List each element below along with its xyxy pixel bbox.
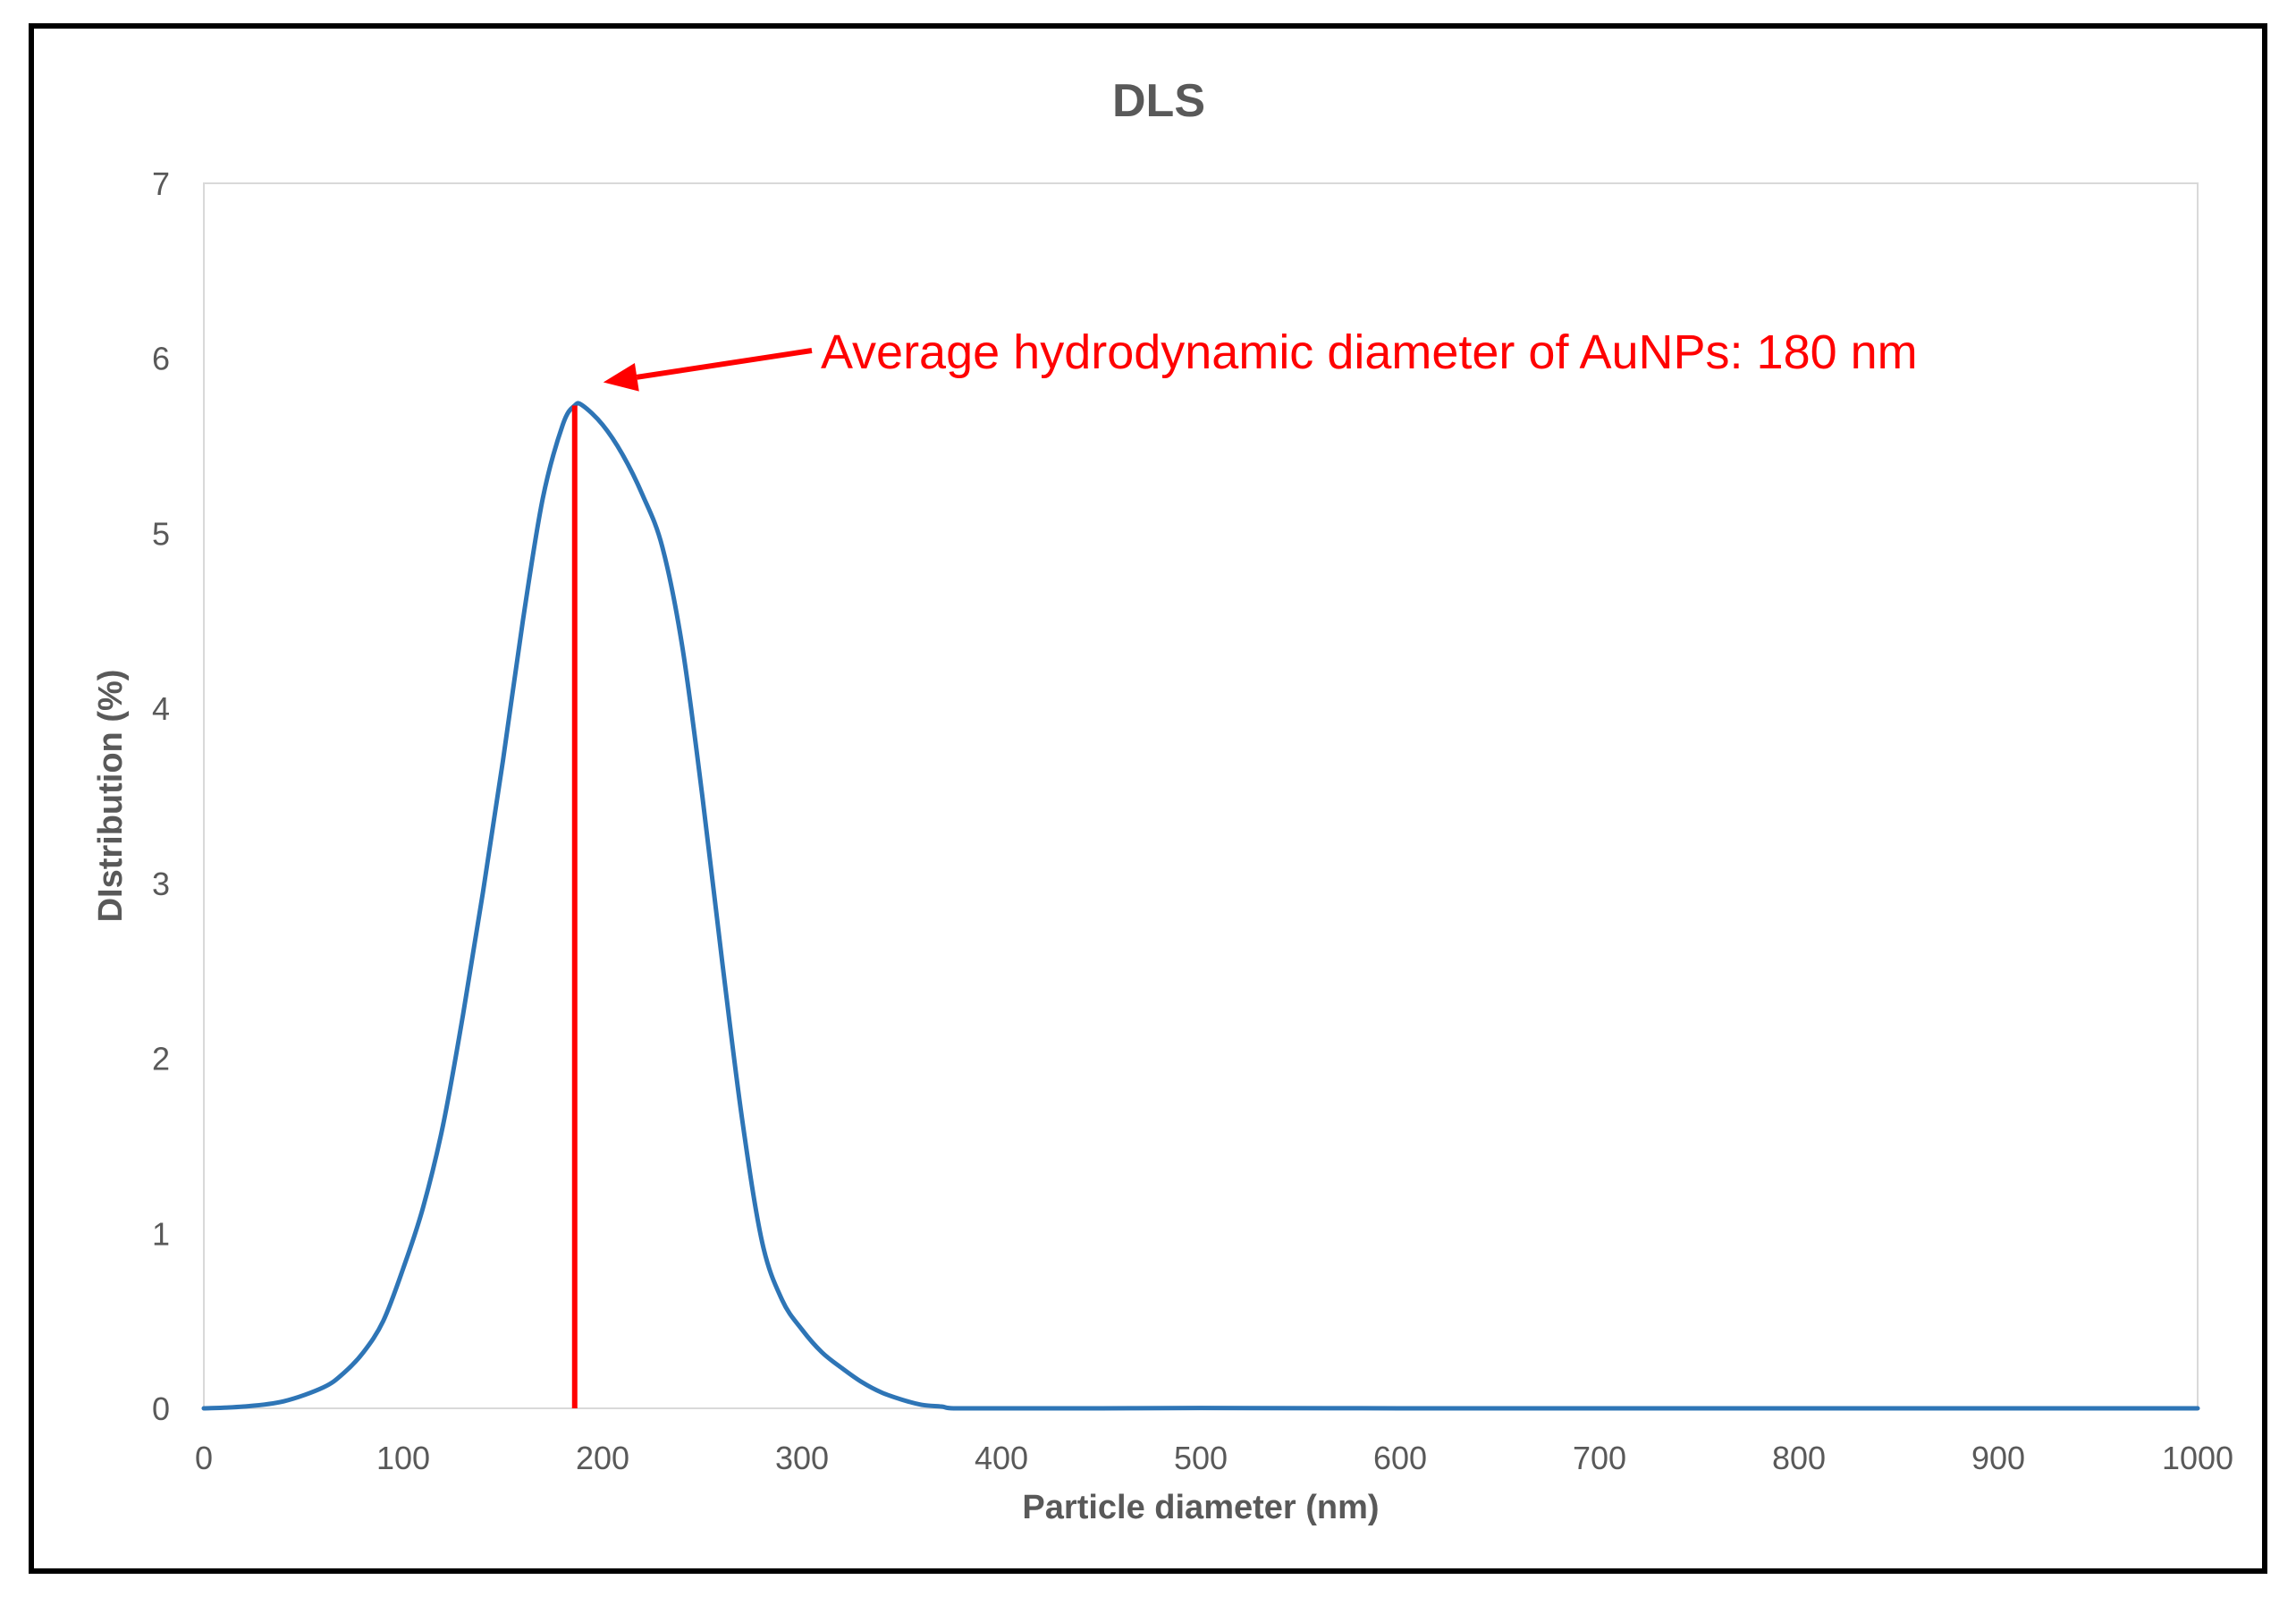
- y-tick-label: 2: [152, 1041, 170, 1077]
- y-tick-label: 0: [152, 1390, 170, 1427]
- x-tick-label: 100: [376, 1440, 430, 1476]
- distribution-curve: [201, 401, 2200, 1411]
- x-tick-label: 200: [576, 1440, 629, 1476]
- x-tick-label: 1000: [2162, 1440, 2233, 1476]
- x-tick-label: 900: [1971, 1440, 2025, 1476]
- chart-title: DLS: [1112, 75, 1205, 127]
- y-tick-label: 1: [152, 1215, 170, 1252]
- annotation-arrow-head: [603, 363, 639, 392]
- annotation-label: Average hydrodynamic diameter of AuNPs: …: [821, 325, 1918, 379]
- y-tick-label: 7: [152, 165, 170, 202]
- x-tick-label: 400: [975, 1440, 1028, 1476]
- x-tick-label: 700: [1573, 1440, 1626, 1476]
- y-axis-label: DIstribution (%): [92, 670, 130, 923]
- x-tick-label: 600: [1373, 1440, 1427, 1476]
- y-tick-labels: 0 1 2 3 4 5 6 7: [152, 165, 170, 1427]
- y-tick-label: 6: [152, 341, 170, 377]
- y-tick-label: 4: [152, 690, 170, 727]
- x-tick-label: 0: [195, 1440, 213, 1476]
- chart-frame: DLS 0 1 2 3 4 5 6 7 0 100 200 300 400 500 600 700 800 90…: [29, 23, 2267, 1574]
- y-tick-label: 5: [152, 515, 170, 552]
- x-tick-label: 800: [1772, 1440, 1826, 1476]
- y-tick-label: 3: [152, 866, 170, 902]
- annotation-arrow-shaft: [636, 348, 813, 380]
- chart-svg: DLS 0 1 2 3 4 5 6 7 0 100 200 300 400 500 600 700 800 90…: [92, 75, 2233, 1526]
- x-tick-label: 300: [775, 1440, 829, 1476]
- x-tick-labels: 0 100 200 300 400 500 600 700 800 900 1000: [195, 1440, 2233, 1476]
- x-tick-label: 500: [1174, 1440, 1228, 1476]
- x-axis-label: Particle diameter (nm): [1022, 1489, 1379, 1526]
